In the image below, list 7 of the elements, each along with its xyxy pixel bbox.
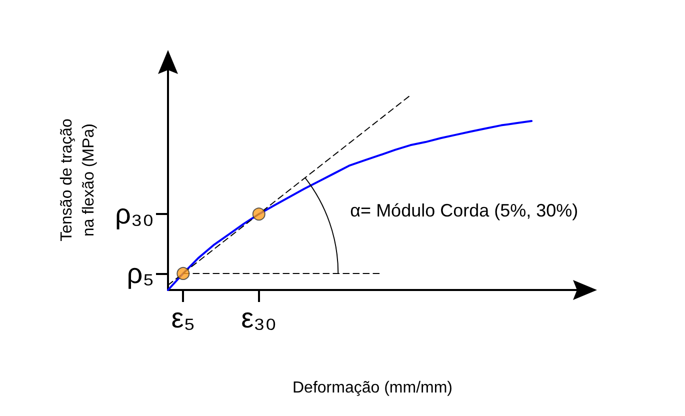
text: ρ₅ (126, 258, 154, 289)
y-axis-title: Tensão de tração na flexão (MPa) (58, 118, 98, 242)
x-tick-label: ε₃₀ (241, 302, 277, 334)
x-tick-label: ε₅ (171, 302, 196, 334)
text: ρ₃₀ (115, 198, 154, 230)
annotation: α= Módulo Corda (5%, 30%) (350, 200, 578, 220)
x-axis-title: Deformação (mm/mm) (292, 380, 453, 396)
